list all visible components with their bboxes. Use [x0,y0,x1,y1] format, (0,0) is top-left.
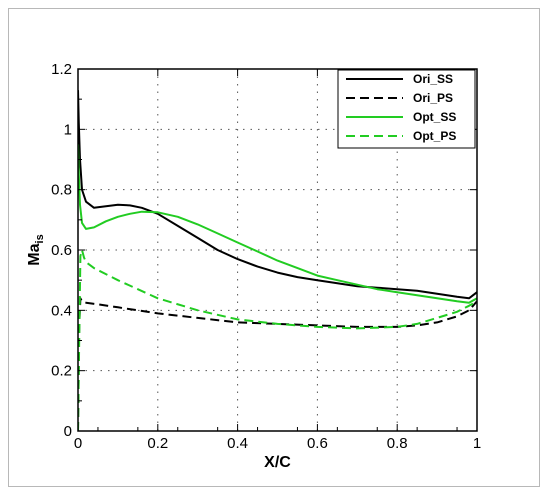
y-axis-title-subscript: is [34,234,46,243]
x-tick-label: 0.6 [307,435,328,452]
y-tick-label: 1.2 [51,61,72,78]
legend: Ori_SS Ori_PS Opt_SS Opt_PS [337,69,476,149]
x-tick-label: 0.8 [387,435,408,452]
legend-label-ori-ps: Ori_PS [413,91,453,105]
y-tick-label: 0.4 [51,302,72,319]
y-axis-title: Mais [26,234,46,265]
legend-label-opt-ps: Opt_PS [413,129,456,143]
x-axis-title: X/C [264,454,291,471]
x-tick-label: 1 [473,435,481,452]
series-line-opt-ss [78,144,477,304]
y-tick-label: 1 [64,121,72,138]
y-tick-label: 0.2 [51,363,72,380]
series-layer [78,90,477,431]
tick-labels: 0 0.2 0.4 0.6 0.8 1 0 0.2 0.4 0.6 0.8 1 1.2 [51,61,481,452]
y-tick-label: 0.6 [51,242,72,259]
x-tick-label: 0.2 [147,435,168,452]
x-tick-label: 0 [74,435,82,452]
legend-label-ori-ss: Ori_SS [413,72,453,86]
series-line-opt-ps [78,249,477,431]
y-tick-label: 0 [64,423,72,440]
legend-label-opt-ss: Opt_SS [413,110,456,124]
series-line-ori-ss [78,90,477,300]
y-tick-label: 0.8 [51,182,72,199]
x-tick-label: 0.4 [227,435,248,452]
ticks [77,68,478,432]
y-axis-title-main: Ma [26,243,43,265]
series-line-ori-ps [78,297,477,431]
